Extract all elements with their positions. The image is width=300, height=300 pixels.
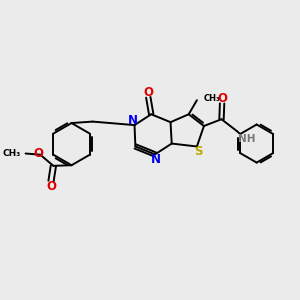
- Text: O: O: [217, 92, 227, 105]
- Text: S: S: [194, 145, 203, 158]
- Text: O: O: [143, 85, 153, 98]
- Text: O: O: [46, 179, 56, 193]
- Text: CH₃: CH₃: [203, 94, 220, 103]
- Text: NH: NH: [238, 134, 256, 144]
- Text: N: N: [151, 153, 161, 166]
- Text: O: O: [34, 147, 44, 160]
- Text: N: N: [128, 114, 138, 127]
- Text: CH₃: CH₃: [2, 149, 20, 158]
